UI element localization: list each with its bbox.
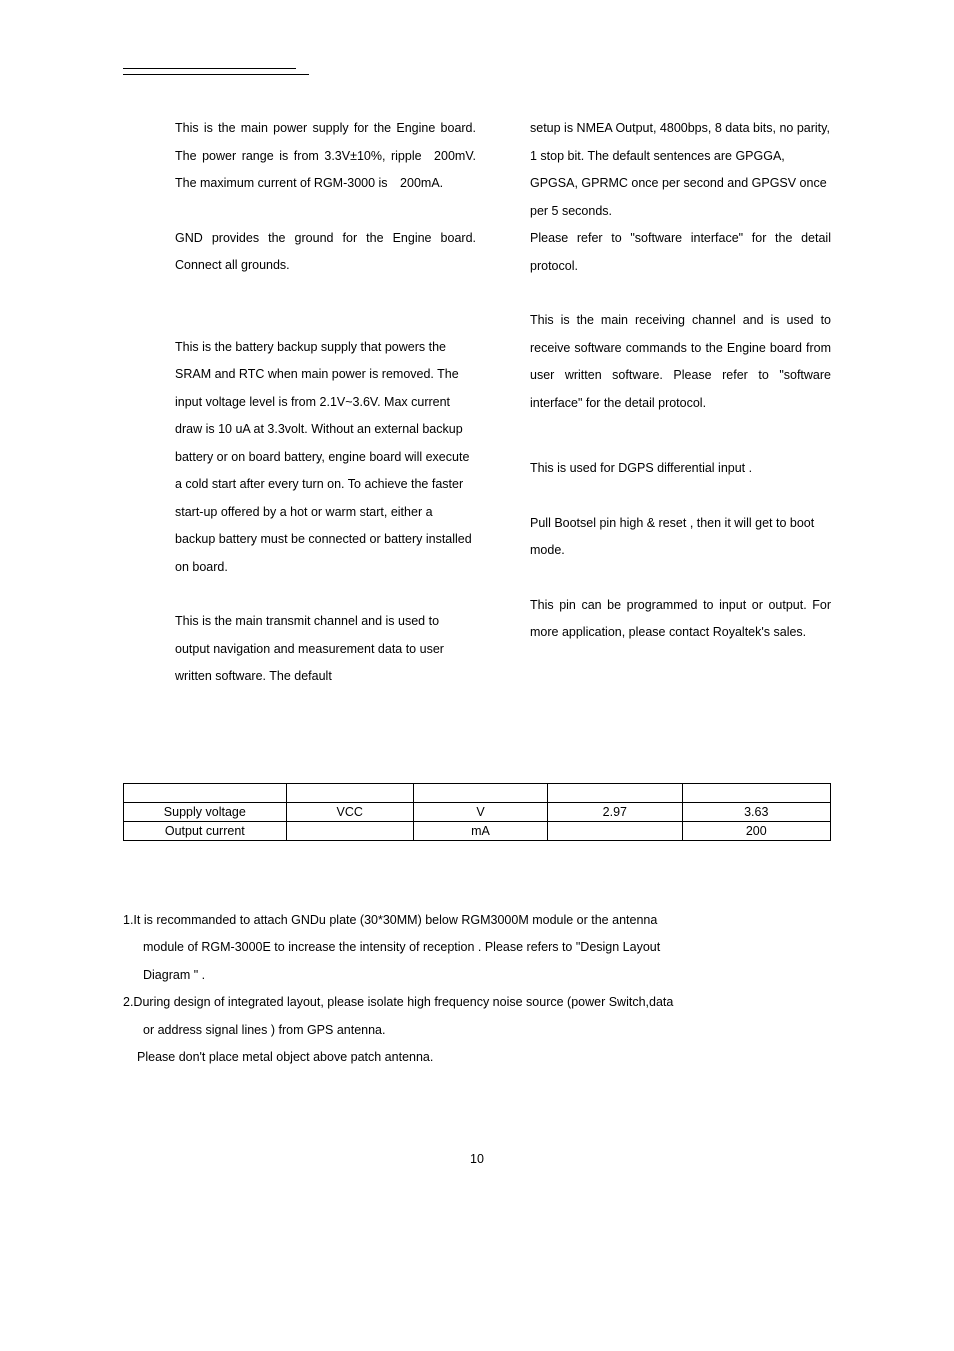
table-row: Supply voltage VCC V 2.97 3.63 [124,802,831,821]
para-software-ref-1: Please refer to "software interface" for… [530,225,831,280]
cell-max: 200 [682,821,830,840]
spec-table: Supply voltage VCC V 2.97 3.63 Output cu… [123,783,831,841]
page-number: 10 [123,1152,831,1166]
note-2-line2: or address signal lines ) from GPS anten… [123,1017,831,1045]
para-nmea-setup: setup is NMEA Output, 4800bps, 8 data bi… [530,115,831,225]
cell-symbol [286,821,413,840]
cell-param: Supply voltage [124,802,287,821]
table-header-row [124,783,831,802]
header-max [682,783,830,802]
header-unit [413,783,547,802]
cell-symbol: VCC [286,802,413,821]
table-row: Output current mA 200 [124,821,831,840]
header-min [548,783,682,802]
note-3: Please don't place metal object above pa… [123,1044,831,1072]
two-column-layout: This is the main power supply for the En… [123,115,831,691]
para-dgps: This is used for DGPS differential input… [530,455,831,483]
spec-table-wrap: Supply voltage VCC V 2.97 3.63 Output cu… [123,783,831,841]
notes-section: 1.It is recommanded to attach GNDu plate… [123,907,831,1072]
header-symbol [286,783,413,802]
cell-min [548,821,682,840]
right-column: setup is NMEA Output, 4800bps, 8 data bi… [530,115,831,691]
cell-max: 3.63 [682,802,830,821]
note-1-line3: Diagram " . [123,962,831,990]
para-battery-backup: This is the battery backup supply that p… [175,334,476,582]
note-2-line1: 2.During design of integrated layout, pl… [123,989,831,1017]
para-transmit-channel: This is the main transmit channel and is… [175,608,476,691]
cell-unit: mA [413,821,547,840]
note-1-line1: 1.It is recommanded to attach GNDu plate… [123,907,831,935]
para-bootsel: Pull Bootsel pin high & reset , then it … [530,510,831,565]
note-1-line2: module of RGM-3000E to increase the inte… [123,934,831,962]
header-param [124,783,287,802]
header-rule-1 [123,68,296,69]
header-rule-2 [123,74,309,75]
left-column: This is the main power supply for the En… [123,115,476,691]
cell-unit: V [413,802,547,821]
para-gnd: GND provides the ground for the Engine b… [175,225,476,280]
para-receiving-channel: This is the main receiving channel and i… [530,307,831,417]
cell-param: Output current [124,821,287,840]
para-power-supply: This is the main power supply for the En… [175,115,476,198]
para-programmable-pin: This pin can be programmed to input or o… [530,592,831,647]
cell-min: 2.97 [548,802,682,821]
